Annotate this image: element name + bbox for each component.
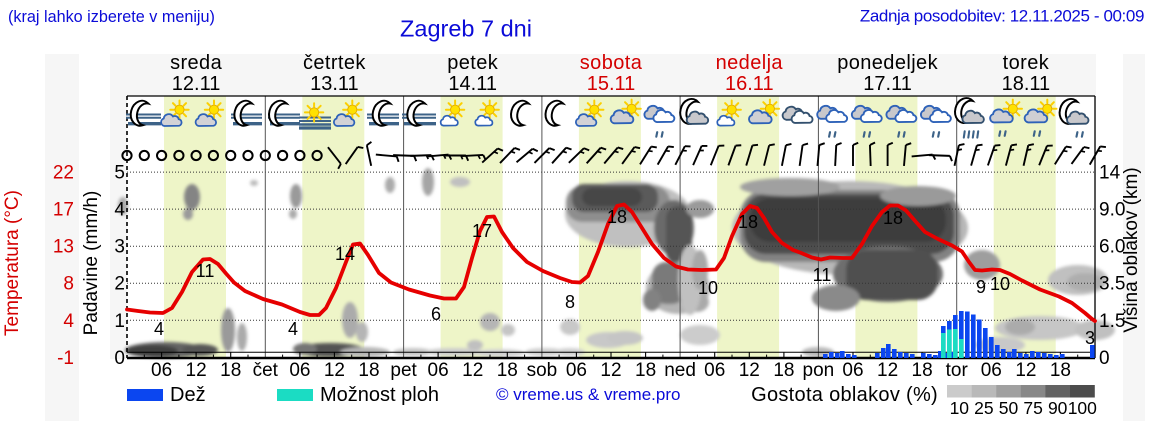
svg-text:1.5: 1.5 [1099,311,1125,332]
svg-text:18: 18 [358,360,379,381]
svg-text:0: 0 [1099,348,1110,369]
svg-text:75: 75 [1023,398,1042,418]
svg-text:18: 18 [773,360,794,381]
svg-text:tor: tor [946,360,969,381]
svg-text:06: 06 [289,360,310,381]
svg-text:Zagreb 7 dni: Zagreb 7 dni [400,16,532,42]
svg-text:6.0: 6.0 [1099,237,1125,258]
svg-text:18: 18 [220,360,241,381]
svg-text:Dež: Dež [170,384,206,406]
svg-text:Možnost ploh: Možnost ploh [320,384,439,406]
svg-text:petek: petek [447,52,499,74]
svg-text:12: 12 [462,360,483,381]
svg-text:18.11: 18.11 [1002,73,1051,95]
svg-text:-1: -1 [57,348,74,369]
svg-text:11: 11 [813,265,832,285]
svg-text:12: 12 [600,360,621,381]
svg-text:© vreme.us & vreme.pro: © vreme.us & vreme.pro [496,385,680,404]
svg-text:sreda: sreda [170,52,223,74]
svg-text:12.11: 12.11 [172,73,221,95]
svg-text:15.11: 15.11 [587,73,636,95]
svg-text:06: 06 [842,360,863,381]
svg-text:06: 06 [151,360,172,381]
svg-text:18: 18 [1050,360,1071,381]
svg-text:torek: torek [1003,52,1050,74]
svg-text:Gostota oblakov (%): Gostota oblakov (%) [751,384,938,406]
svg-text:(kraj lahko izberete v meniju): (kraj lahko izberete v meniju) [8,8,215,26]
svg-text:12: 12 [186,360,207,381]
svg-text:14: 14 [335,244,355,264]
svg-text:12: 12 [324,360,345,381]
svg-text:čet: čet [253,360,279,381]
svg-text:nedelja: nedelja [716,52,784,74]
svg-text:13: 13 [53,237,74,258]
svg-text:8: 8 [565,292,575,312]
svg-text:ponedeljek: ponedeljek [837,52,938,74]
svg-text:4: 4 [288,319,298,339]
svg-text:2: 2 [114,274,125,295]
svg-text:12: 12 [1015,360,1036,381]
svg-text:sob: sob [527,360,558,381]
svg-text:18: 18 [607,207,627,227]
svg-text:4: 4 [154,319,164,339]
svg-text:10: 10 [698,278,718,298]
svg-text:Zadnja posodobitev: 12.11.2025: Zadnja posodobitev: 12.11.2025 - 00:09 [860,7,1144,26]
svg-text:3: 3 [1085,328,1095,348]
svg-text:9: 9 [976,277,986,297]
svg-text:06: 06 [981,360,1002,381]
svg-text:18: 18 [738,212,758,232]
svg-text:1: 1 [114,311,125,332]
svg-text:6: 6 [431,304,441,324]
svg-text:12: 12 [877,360,898,381]
svg-text:10: 10 [950,398,970,418]
svg-text:18: 18 [883,208,903,228]
svg-text:3: 3 [114,237,125,258]
svg-text:Višina oblakov (km): Višina oblakov (km) [1121,167,1142,332]
svg-text:18: 18 [635,360,656,381]
svg-text:17.11: 17.11 [863,73,912,95]
svg-text:06: 06 [428,360,449,381]
svg-text:Padavine (mm/h): Padavine (mm/h) [81,191,102,336]
svg-text:22: 22 [53,163,74,184]
svg-text:četrtek: četrtek [303,52,366,74]
svg-text:11: 11 [196,261,215,281]
svg-text:17: 17 [53,200,74,221]
svg-text:Temperatura (°C): Temperatura (°C) [2,190,23,336]
svg-text:13.11: 13.11 [310,73,359,95]
svg-text:14: 14 [1099,163,1121,184]
svg-text:90: 90 [1048,398,1068,418]
svg-text:9.0: 9.0 [1099,200,1125,221]
svg-text:100: 100 [1068,398,1097,418]
svg-text:10: 10 [990,274,1010,294]
svg-text:17: 17 [472,221,492,241]
svg-text:16.11: 16.11 [725,73,774,95]
svg-text:14.11: 14.11 [448,73,497,95]
svg-text:4: 4 [63,311,74,332]
svg-text:06: 06 [566,360,587,381]
svg-text:06: 06 [704,360,725,381]
svg-text:0: 0 [114,348,125,369]
svg-text:8: 8 [63,274,74,295]
svg-text:pon: pon [803,360,835,381]
svg-text:sobota: sobota [580,52,643,74]
svg-text:12: 12 [739,360,760,381]
svg-text:18: 18 [497,360,518,381]
svg-text:25: 25 [974,398,993,418]
svg-text:pet: pet [390,360,417,381]
svg-text:50: 50 [999,398,1019,418]
svg-text:5: 5 [114,163,125,184]
svg-text:18: 18 [912,360,933,381]
svg-text:4: 4 [114,200,125,221]
svg-text:3.5: 3.5 [1099,274,1125,295]
svg-text:ned: ned [664,360,696,381]
